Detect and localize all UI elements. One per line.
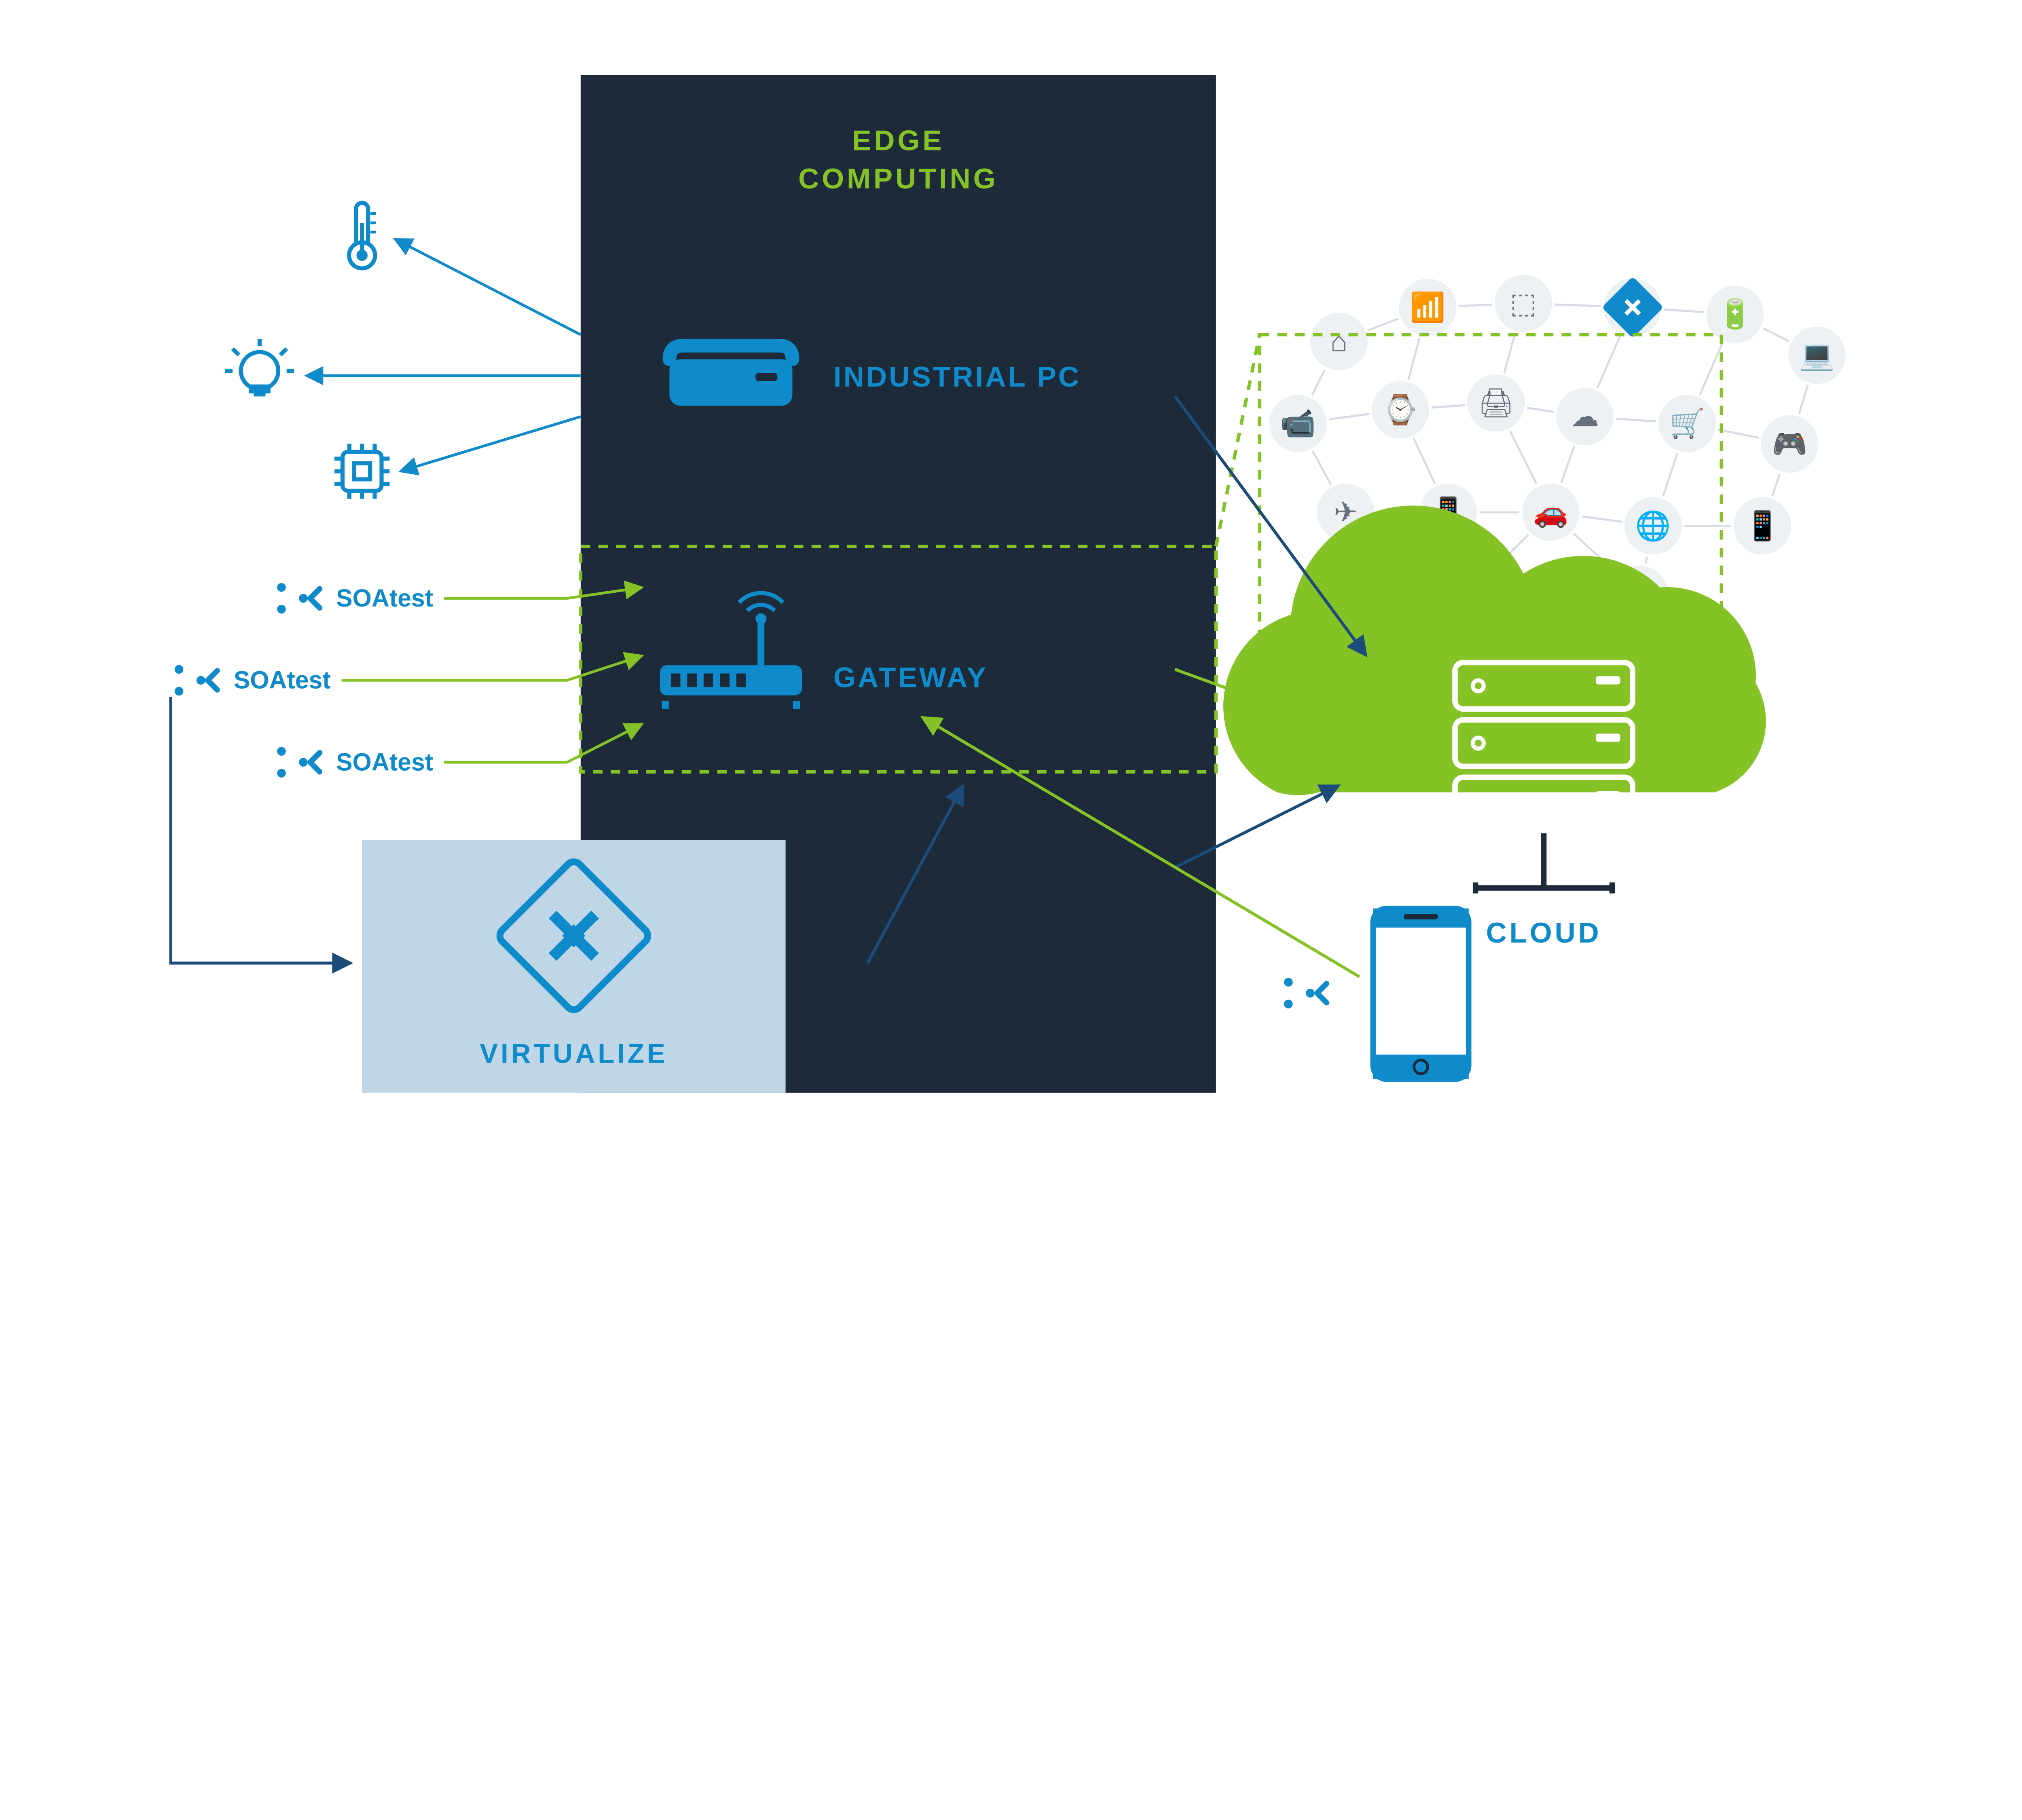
iot-node: 🛒 bbox=[1657, 393, 1717, 454]
iot-node: 🚗 bbox=[1521, 482, 1581, 543]
iot-node: ⌚ bbox=[1371, 380, 1431, 440]
industrial-pc-label: INDUSTRIAL PC bbox=[833, 361, 1081, 393]
svg-text:⬚: ⬚ bbox=[1510, 287, 1537, 319]
svg-text:💻: 💻 bbox=[1799, 339, 1835, 371]
iot-node: 📶 bbox=[1398, 277, 1458, 338]
virtualize-label: VIRTUALIZE bbox=[480, 1038, 668, 1069]
svg-text:🛒: 🛒 bbox=[1669, 407, 1705, 440]
svg-text:SOAtest: SOAtest bbox=[234, 666, 331, 694]
iot-node: 🔋 bbox=[1705, 284, 1765, 345]
iot-node: 📹 bbox=[1268, 393, 1328, 454]
svg-text:📱: 📱 bbox=[1745, 509, 1780, 542]
svg-text:🔋: 🔋 bbox=[1717, 298, 1753, 330]
iot-node: ⌂ bbox=[1309, 311, 1369, 372]
iot-node: ⬚ bbox=[1493, 273, 1554, 334]
svg-text:⌂: ⌂ bbox=[1330, 325, 1347, 357]
iot-node: ☁ bbox=[1555, 387, 1615, 447]
svg-text:☁: ☁ bbox=[1571, 400, 1599, 432]
iot-node: 🌐 bbox=[1623, 496, 1684, 556]
edge-title: COMPUTING bbox=[798, 163, 998, 195]
svg-text:⌚: ⌚ bbox=[1383, 393, 1418, 426]
svg-text:SOAtest: SOAtest bbox=[336, 584, 433, 612]
svg-text:SOAtest: SOAtest bbox=[336, 748, 433, 776]
iot-node: 🖨 bbox=[1466, 373, 1526, 433]
cloud-label: CLOUD bbox=[1486, 917, 1602, 949]
svg-text:📶: 📶 bbox=[1410, 291, 1445, 323]
gateway-label: GATEWAY bbox=[833, 662, 988, 693]
svg-text:🎮: 🎮 bbox=[1772, 428, 1808, 460]
svg-text:🚗: 🚗 bbox=[1533, 496, 1569, 528]
iot-node: 📱 bbox=[1732, 496, 1793, 556]
svg-text:🖨: 🖨 bbox=[1478, 387, 1514, 419]
iot-node: 🎮 bbox=[1760, 414, 1820, 474]
svg-text:📹: 📹 bbox=[1280, 407, 1316, 439]
iot-node: 💻 bbox=[1787, 325, 1847, 385]
edge-title: EDGE bbox=[852, 125, 944, 157]
svg-text:🌐: 🌐 bbox=[1635, 509, 1671, 542]
